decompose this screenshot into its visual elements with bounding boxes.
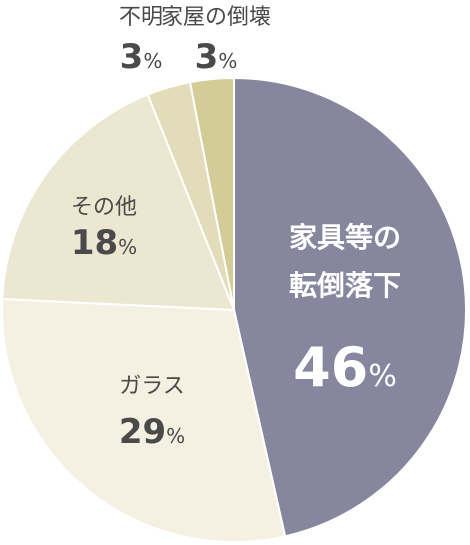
pie-slice-4 [188,76,235,311]
slice-value-unit-0: % [368,359,397,394]
slice-label-3-line-0: 不明 [119,5,163,30]
pie-slice-1 [1,297,287,543]
slice-label-0-line-0: 家具等の [289,221,401,254]
slice-value-1: 29% [119,412,185,452]
slice-label-2-line-0: その他 [71,195,137,220]
slice-value-number-0: 46 [293,336,368,399]
slice-label-0-line-1: 転倒落下 [289,269,401,302]
slice-value-2: 18% [71,223,137,263]
pie-slice-2 [1,93,236,312]
pie-slice-0 [233,76,467,538]
slice-value-number-1: 29 [119,412,166,452]
slice-value-number-2: 18 [71,223,118,263]
slice-value-4: 3% [195,37,238,77]
slice-value-3: 3% [120,37,163,77]
slice-value-unit-2: % [118,235,137,259]
pie-slices [1,76,467,543]
slice-value-number-4: 3 [195,37,219,77]
slice-value-0: 46% [293,336,397,399]
slice-label-4-line-0: 家屋の倒壊 [161,5,271,30]
slice-value-number-3: 3 [120,37,144,77]
slice-value-unit-3: % [143,49,162,73]
slice-value-unit-1: % [166,424,185,448]
slice-value-unit-4: % [218,49,237,73]
slice-label-1-line-0: ガラス [119,374,185,399]
